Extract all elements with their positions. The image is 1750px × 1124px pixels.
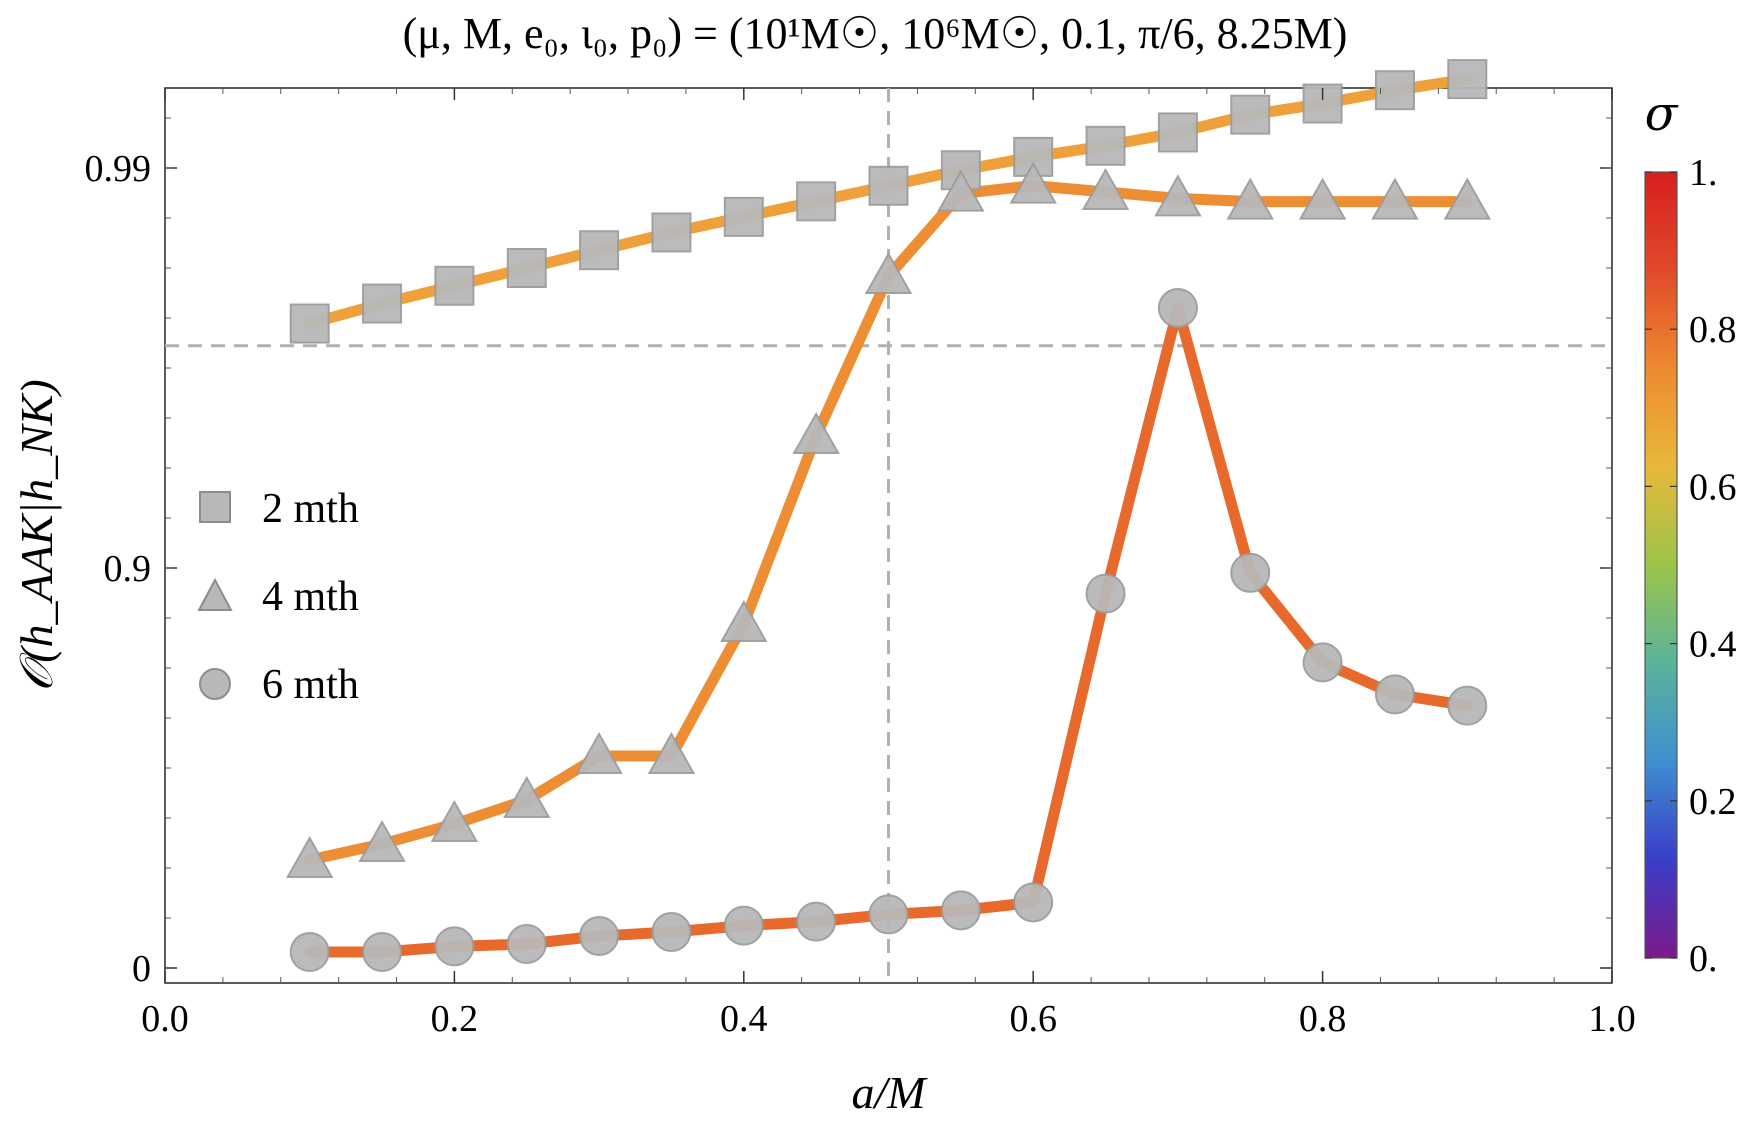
data-point-4-mth [1298,177,1347,220]
legend-marker-4-mth [197,577,233,611]
colorbar-tick-label: 0. [1689,938,1718,980]
colorbar-tick-label: 1. [1689,152,1718,194]
data-point-4-mth [647,731,696,774]
data-point-2-mth [651,212,692,253]
legend-label-2-mth: 2 mth [262,486,359,532]
data-point-4-mth [864,251,913,294]
colorbar-tick-label: 0.6 [1689,466,1737,508]
data-point-6-mth [868,894,909,935]
x-tick-label: 0.6 [1009,998,1057,1040]
x-tick-label: 1.0 [1588,998,1636,1040]
data-point-4-mth [285,835,334,878]
legend-label-4-mth: 4 mth [262,574,359,620]
data-point-6-mth [1157,288,1198,328]
data-point-6-mth [796,901,837,942]
data-point-2-mth [1447,59,1488,100]
data-point-4-mth [792,411,840,454]
x-axis-label: a/M [851,1067,928,1118]
data-point-6-mth [1230,552,1271,593]
x-tick-label: 0.4 [720,998,768,1040]
y-tick-label: 0 [132,948,151,990]
data-point-4-mth [430,799,479,842]
data-point-2-mth [289,303,330,344]
data-point-2-mth [796,181,837,222]
data-point-4-mth [1081,167,1130,210]
data-point-4-mth [358,819,406,862]
x-tick-label: 0.2 [431,998,479,1040]
data-point-2-mth [1374,70,1415,111]
data-point-6-mth [1013,882,1054,923]
data-point-6-mth [1085,573,1126,614]
data-point-6-mth [1302,642,1343,683]
data-point-2-mth [506,248,547,288]
data-point-4-mth [575,731,623,774]
colorbar [1644,171,1678,959]
data-point-6-mth [723,905,764,946]
data-point-6-mth [651,912,692,952]
x-tick-label: 0.0 [141,998,189,1040]
x-tick-label: 0.8 [1299,998,1347,1040]
data-point-4-mth [1443,177,1492,220]
colorbar-tick-label: 0.4 [1689,624,1737,666]
legend-label-6-mth: 6 mth [262,662,359,708]
y-tick-label: 0.99 [85,148,152,190]
data-point-4-mth [1154,174,1202,217]
data-point-2-mth [1230,94,1271,135]
data-point-4-mth [1226,177,1274,220]
data-point-2-mth [434,265,475,306]
data-point-2-mth [579,230,620,271]
data-point-6-mth [434,926,475,967]
y-axis-label: 𝒪(h_AAK|h_NK) [11,379,62,692]
legend-marker-2-mth [199,491,231,523]
data-point-6-mth [1447,685,1488,726]
data-point-2-mth [723,196,764,237]
data-point-6-mth [940,890,981,931]
legend-marker-6-mth [199,668,231,700]
y-tick-label: 0.9 [104,548,152,590]
data-point-4-mth [1371,177,1419,220]
data-point-4-mth [1009,161,1057,204]
data-point-6-mth [289,932,330,972]
data-point-6-mth [506,924,547,964]
data-point-2-mth [868,165,909,206]
data-point-6-mth [579,916,620,956]
data-point-4-mth [720,599,768,642]
colorbar-title: σ [1645,86,1679,142]
colorbar-tick-label: 0.8 [1689,309,1737,351]
data-point-6-mth [1374,674,1415,715]
data-point-4-mth [503,775,551,818]
data-point-6-mth [362,932,403,972]
data-point-2-mth [362,283,403,324]
chart-title: (μ, M, e₀, ι₀, p₀) = (10¹M☉, 10⁶M☉, 0.1,… [403,9,1348,58]
colorbar-tick-label: 0.2 [1689,781,1737,823]
data-point-2-mth [1157,112,1198,153]
data-point-4-mth [937,169,985,212]
data-point-2-mth [1085,125,1126,166]
